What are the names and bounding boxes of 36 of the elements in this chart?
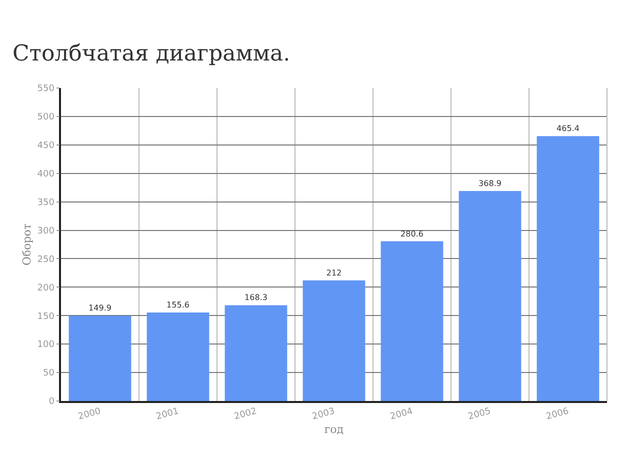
data-label: 149.9	[88, 304, 112, 313]
bar	[224, 305, 288, 401]
y-tick-label: 350	[37, 198, 55, 208]
bar	[302, 280, 366, 401]
y-tick-label: 500	[37, 112, 55, 123]
y-tick-label: 450	[37, 141, 55, 152]
y-tick-label: 150	[37, 312, 55, 322]
x-tick-label: 2001	[155, 406, 180, 422]
data-label: 465.4	[556, 124, 580, 134]
data-label: 280.6	[400, 229, 424, 238]
y-tick-label: 50	[42, 368, 55, 379]
y-tick-label: 300	[37, 226, 55, 236]
x-tick-label: 2004	[389, 406, 414, 422]
bar	[536, 136, 600, 401]
x-tick-label: 2000	[77, 406, 102, 422]
data-label: 212	[326, 268, 342, 278]
y-tick-label: 100	[37, 340, 55, 350]
x-axis-title: год	[324, 422, 344, 436]
bar	[146, 312, 210, 401]
chart-title: Столбчатая диаграмма.	[12, 41, 290, 66]
y-tick-label: 550	[37, 84, 55, 94]
x-tick-label: 2005	[467, 406, 492, 422]
bar	[68, 316, 132, 401]
y-tick-label: 400	[37, 170, 55, 180]
bar	[458, 191, 522, 401]
bar	[380, 241, 444, 401]
y-axis-title: Оборот	[20, 223, 34, 266]
data-label: 155.6	[166, 300, 190, 310]
data-label: 168.3	[244, 293, 268, 302]
y-tick-label: 200	[37, 283, 55, 294]
x-tick-label: 2002	[233, 406, 258, 422]
x-tick-label: 2003	[311, 406, 336, 422]
y-tick-label: 0	[48, 397, 55, 408]
y-tick-label: 250	[37, 254, 55, 265]
x-tick-label: 2006	[545, 406, 570, 422]
data-label: 368.9	[478, 179, 502, 188]
